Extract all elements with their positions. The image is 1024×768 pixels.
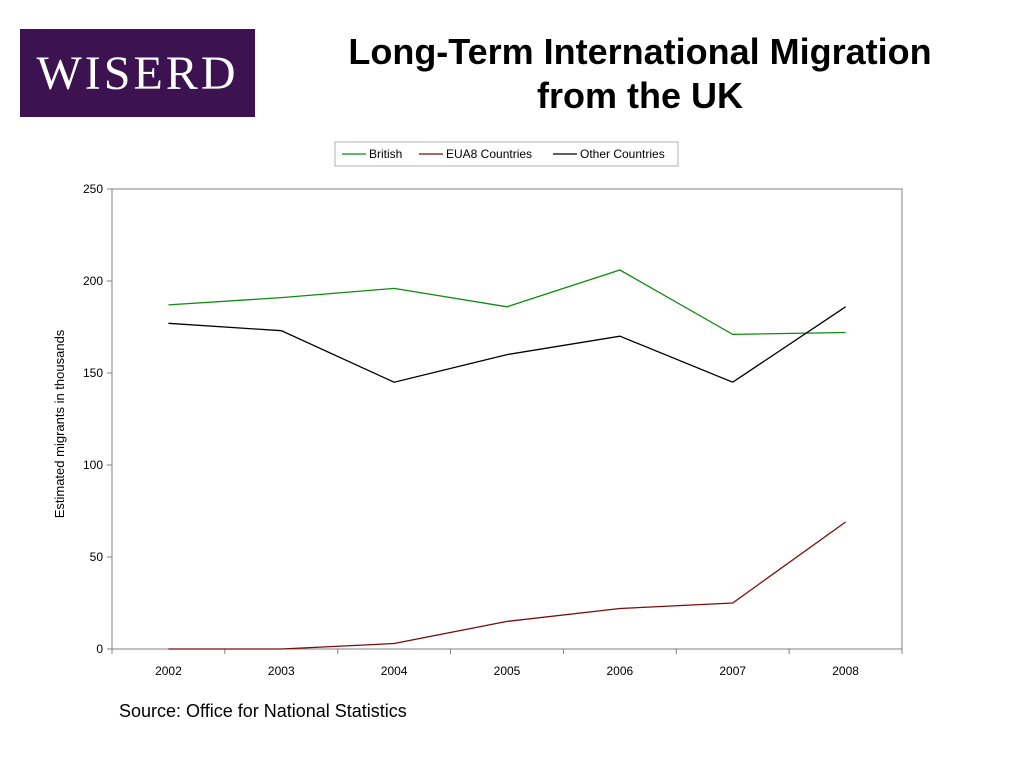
- legend-box: [334, 141, 679, 167]
- page-title: Long-Term International Migration from t…: [300, 30, 980, 118]
- x-tick-label: 2006: [607, 664, 634, 678]
- plot-area: [111, 188, 903, 650]
- y-axis-label: Estimated migrants in thousands: [52, 329, 67, 518]
- x-tick-label: 2004: [381, 664, 408, 678]
- series-line-british: [168, 269, 846, 336]
- wiserd-logo: WISERD: [20, 29, 255, 117]
- x-tick-label: 2005: [494, 664, 521, 678]
- y-tick-label: 200: [83, 274, 103, 288]
- y-axis: 0 50 100 150 200 250: [83, 182, 112, 656]
- x-tick-label: 2003: [268, 664, 295, 678]
- legend-label: British: [369, 147, 402, 161]
- y-tick-label: 150: [83, 366, 103, 380]
- legend-label: EUA8 Countries: [446, 147, 532, 161]
- chart-legend: British EUA8 Countries Other Countries: [334, 141, 679, 167]
- title-line-1: Long-Term International Migration: [348, 31, 932, 72]
- series-line-eua8-countries: [168, 521, 846, 650]
- x-tick-label: 2002: [155, 664, 182, 678]
- x-tick-label: 2007: [719, 664, 746, 678]
- series-line-other-countries: [168, 306, 846, 383]
- y-tick-label: 50: [90, 550, 104, 564]
- y-tick-label: 0: [96, 642, 103, 656]
- y-tick-label: 250: [83, 182, 103, 196]
- x-tick-label: 2008: [832, 664, 859, 678]
- x-axis: 2002 2003 2004 2005 2006 2007 2008: [111, 649, 903, 678]
- logo-text: WISERD: [36, 46, 239, 100]
- series-group: [168, 269, 846, 650]
- title-line-2: from the UK: [537, 75, 743, 116]
- source-note: Source: Office for National Statistics: [119, 701, 407, 721]
- y-tick-label: 100: [83, 458, 103, 472]
- legend-label: Other Countries: [580, 147, 665, 161]
